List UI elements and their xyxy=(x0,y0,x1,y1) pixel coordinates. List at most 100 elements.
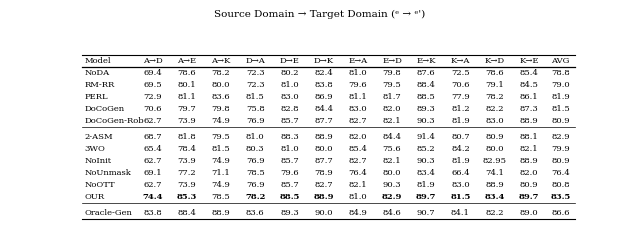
Text: 81.9: 81.9 xyxy=(451,157,470,165)
Text: 88.9: 88.9 xyxy=(520,157,538,165)
Text: 81.0: 81.0 xyxy=(246,133,264,141)
Text: 81.0: 81.0 xyxy=(349,68,367,77)
Text: 78.6: 78.6 xyxy=(485,68,504,77)
Text: 82.2: 82.2 xyxy=(485,209,504,217)
Text: A→K: A→K xyxy=(211,57,230,64)
Text: D→E: D→E xyxy=(280,57,300,64)
Text: 82.1: 82.1 xyxy=(349,181,367,189)
Text: 82.0: 82.0 xyxy=(383,104,401,113)
Text: 88.9: 88.9 xyxy=(314,133,333,141)
Text: 81.5: 81.5 xyxy=(246,93,264,100)
Text: E→A: E→A xyxy=(348,57,367,64)
Text: 72.9: 72.9 xyxy=(143,93,162,100)
Text: 84.5: 84.5 xyxy=(520,81,538,89)
Text: 79.5: 79.5 xyxy=(383,81,401,89)
Text: 2-ASM: 2-ASM xyxy=(84,133,113,141)
Text: 90.0: 90.0 xyxy=(314,209,333,217)
Text: 79.0: 79.0 xyxy=(551,81,570,89)
Text: 62.7: 62.7 xyxy=(143,117,162,124)
Text: DoCoGen: DoCoGen xyxy=(84,104,125,113)
Text: 87.3: 87.3 xyxy=(520,104,538,113)
Text: 89.3: 89.3 xyxy=(280,209,299,217)
Text: K→D: K→D xyxy=(484,57,505,64)
Text: 79.8: 79.8 xyxy=(383,68,401,77)
Text: 77.2: 77.2 xyxy=(177,169,196,177)
Text: 78.2: 78.2 xyxy=(212,68,230,77)
Text: 76.4: 76.4 xyxy=(348,169,367,177)
Text: 65.4: 65.4 xyxy=(143,145,162,153)
Text: PERL: PERL xyxy=(84,93,108,100)
Text: NoOTT: NoOTT xyxy=(84,181,115,189)
Text: 79.6: 79.6 xyxy=(349,81,367,89)
Text: 88.9: 88.9 xyxy=(212,209,230,217)
Text: 84.4: 84.4 xyxy=(314,104,333,113)
Text: 75.6: 75.6 xyxy=(383,145,401,153)
Text: D→A: D→A xyxy=(245,57,265,64)
Text: 83.0: 83.0 xyxy=(349,104,367,113)
Text: 83.0: 83.0 xyxy=(451,181,470,189)
Text: 87.6: 87.6 xyxy=(417,68,436,77)
Text: 82.9: 82.9 xyxy=(551,133,570,141)
Text: 90.3: 90.3 xyxy=(383,181,401,189)
Text: 74.9: 74.9 xyxy=(212,181,230,189)
Text: 76.9: 76.9 xyxy=(246,117,264,124)
Text: 82.1: 82.1 xyxy=(520,145,538,153)
Text: 69.4: 69.4 xyxy=(143,68,162,77)
Text: 82.7: 82.7 xyxy=(349,157,367,165)
Text: 85.4: 85.4 xyxy=(520,68,538,77)
Text: 81.7: 81.7 xyxy=(383,93,401,100)
Text: 85.7: 85.7 xyxy=(280,181,299,189)
Text: 87.7: 87.7 xyxy=(314,157,333,165)
Text: 80.9: 80.9 xyxy=(551,117,570,124)
Text: 72.3: 72.3 xyxy=(246,68,264,77)
Text: 88.4: 88.4 xyxy=(177,209,196,217)
Text: 84.6: 84.6 xyxy=(383,209,401,217)
Text: A→E: A→E xyxy=(177,57,196,64)
Text: 78.8: 78.8 xyxy=(551,68,570,77)
Text: 88.9: 88.9 xyxy=(485,181,504,189)
Text: 85.7: 85.7 xyxy=(280,117,299,124)
Text: 91.4: 91.4 xyxy=(417,133,436,141)
Text: 86.1: 86.1 xyxy=(520,93,538,100)
Text: 90.3: 90.3 xyxy=(417,157,436,165)
Text: 83.8: 83.8 xyxy=(143,209,162,217)
Text: E→D: E→D xyxy=(382,57,402,64)
Text: 78.2: 78.2 xyxy=(245,193,266,201)
Text: 88.3: 88.3 xyxy=(280,133,299,141)
Text: 82.95: 82.95 xyxy=(483,157,507,165)
Text: 62.7: 62.7 xyxy=(143,181,162,189)
Text: 89.7: 89.7 xyxy=(416,193,436,201)
Text: 81.2: 81.2 xyxy=(451,104,470,113)
Text: 62.7: 62.7 xyxy=(143,157,162,165)
Text: NoUnmask: NoUnmask xyxy=(84,169,131,177)
Text: 72.3: 72.3 xyxy=(246,81,264,89)
Text: 68.7: 68.7 xyxy=(143,133,162,141)
Text: A→D: A→D xyxy=(143,57,163,64)
Text: 89.0: 89.0 xyxy=(520,209,538,217)
Text: 88.9: 88.9 xyxy=(314,193,334,201)
Text: 85.3: 85.3 xyxy=(177,193,197,201)
Text: 82.0: 82.0 xyxy=(520,169,538,177)
Text: NoInit: NoInit xyxy=(84,157,111,165)
Text: 81.5: 81.5 xyxy=(551,104,570,113)
Text: 90.3: 90.3 xyxy=(417,117,436,124)
Text: 81.0: 81.0 xyxy=(280,145,299,153)
Text: 3WO: 3WO xyxy=(84,145,106,153)
Text: 77.9: 77.9 xyxy=(451,93,470,100)
Text: 83.5: 83.5 xyxy=(550,193,571,201)
Text: 81.1: 81.1 xyxy=(348,93,367,100)
Text: 78.2: 78.2 xyxy=(485,93,504,100)
Text: 81.9: 81.9 xyxy=(451,117,470,124)
Text: 80.9: 80.9 xyxy=(485,133,504,141)
Text: 89.7: 89.7 xyxy=(518,193,539,201)
Text: 76.4: 76.4 xyxy=(551,169,570,177)
Text: 81.1: 81.1 xyxy=(177,93,196,100)
Text: 80.7: 80.7 xyxy=(451,133,470,141)
Text: 75.8: 75.8 xyxy=(246,104,264,113)
Text: AVG: AVG xyxy=(551,57,570,64)
Text: 87.7: 87.7 xyxy=(314,117,333,124)
Text: 83.6: 83.6 xyxy=(212,93,230,100)
Text: 74.4: 74.4 xyxy=(142,193,163,201)
Text: 69.5: 69.5 xyxy=(143,81,162,89)
Text: 71.1: 71.1 xyxy=(212,169,230,177)
